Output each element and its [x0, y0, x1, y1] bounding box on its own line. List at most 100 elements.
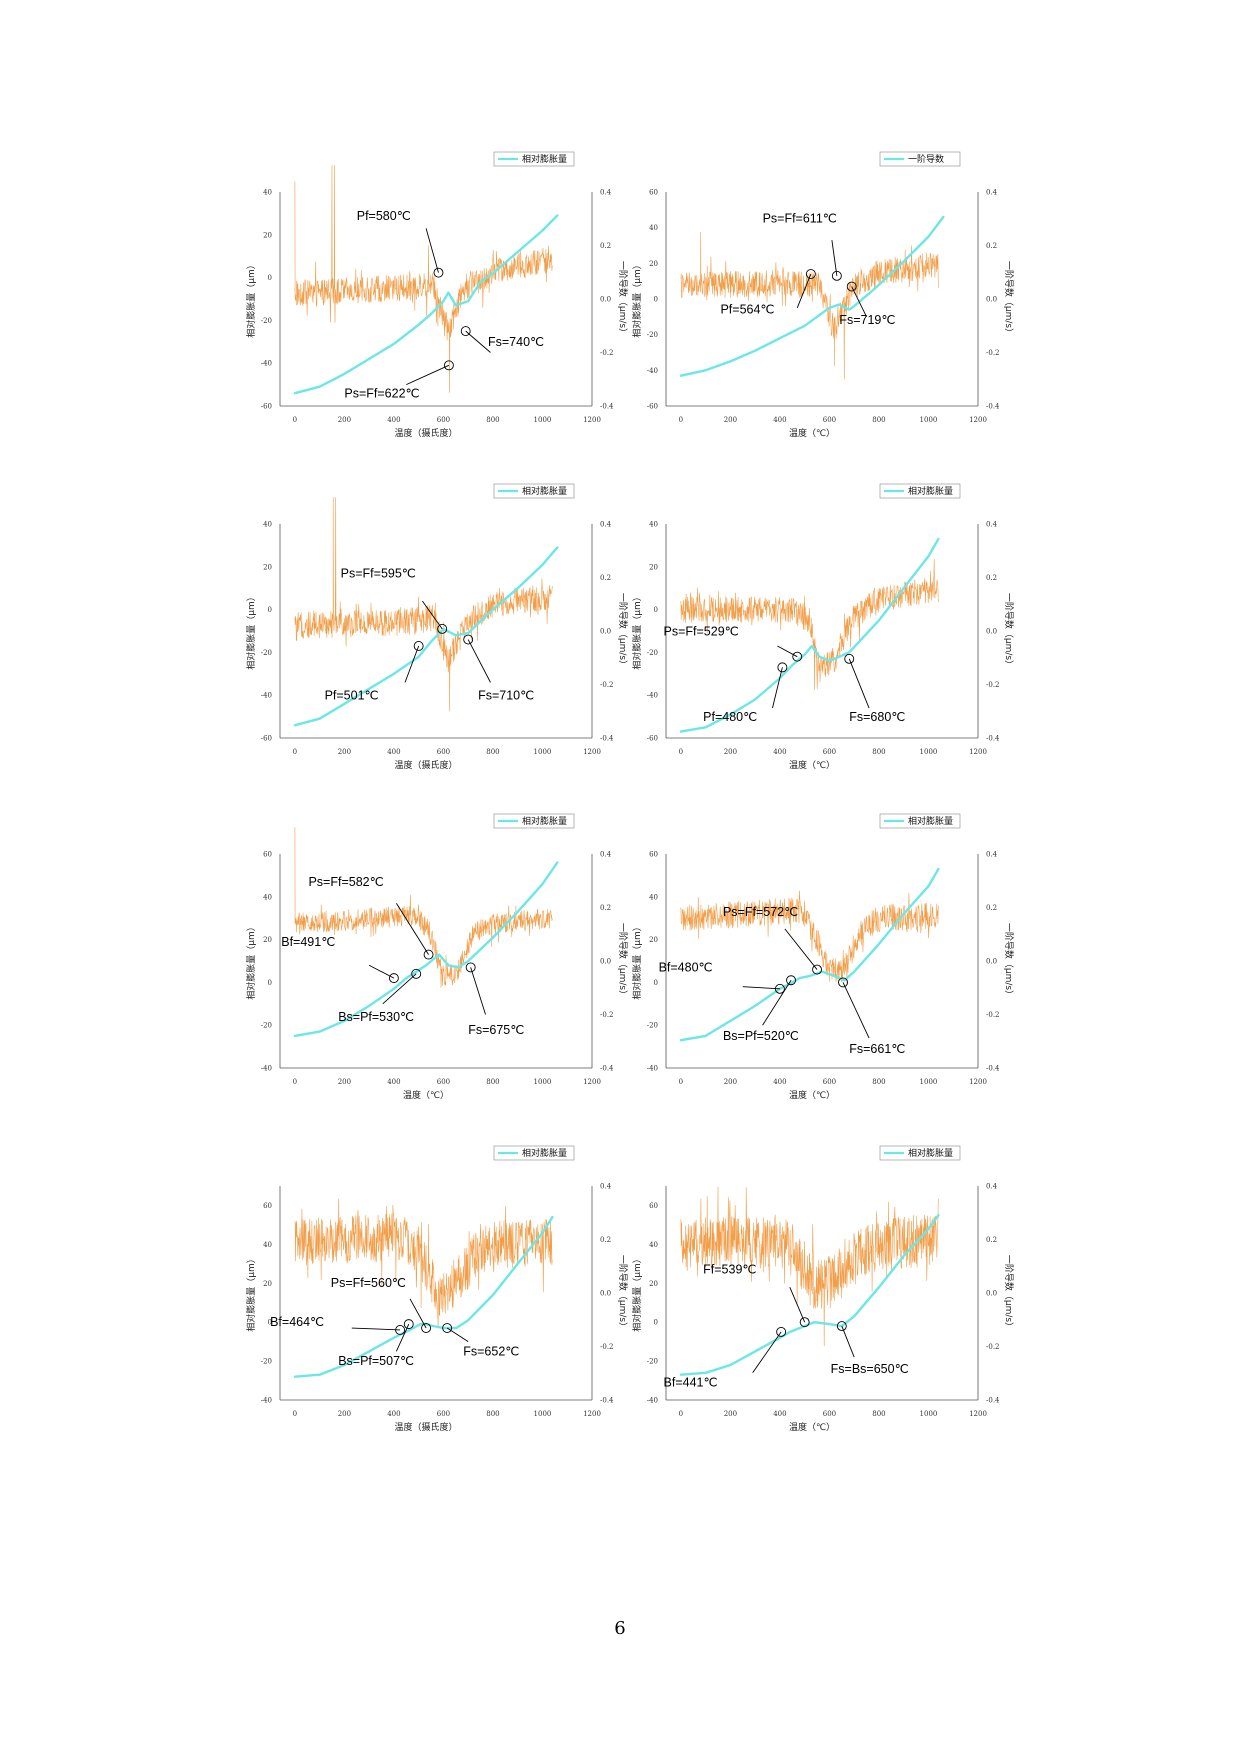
x-tick-label: 1000	[534, 1410, 552, 1418]
point-marker	[421, 1323, 432, 1333]
x-tick-label: 200	[338, 748, 351, 756]
y-right-axis-title: 一阶导数（μm/s）	[617, 593, 629, 669]
leader-line	[395, 1323, 410, 1352]
x-axis-title: 温度（℃）	[789, 1089, 835, 1101]
x-tick-label: 1000	[920, 748, 938, 756]
point-marker	[777, 662, 788, 673]
leader-line	[446, 1327, 469, 1343]
derivative-series-line	[680, 232, 939, 380]
x-tick-label: 200	[724, 1410, 737, 1418]
x-tick-label: 200	[724, 1078, 737, 1086]
annotation-label: Fs=675℃	[468, 1023, 524, 1037]
legend-label: 相对膨胀量	[522, 153, 567, 165]
y-right-tick-label: -0.2	[986, 349, 1000, 357]
legend: 相对膨胀量	[879, 483, 961, 499]
leader-line	[467, 639, 491, 683]
legend-box	[493, 813, 575, 829]
point-marker	[805, 269, 816, 279]
y-right-tick-label: -0.2	[600, 349, 614, 357]
x-tick-label: 800	[486, 748, 499, 756]
leader-line	[848, 658, 870, 709]
transformation-point-annotation: Bs=Pf=520℃	[723, 975, 799, 1043]
x-tick-label: 200	[338, 1078, 351, 1086]
chart-panel-g: 0 200 400 600 800 1000 1200 -40 -20 0 20 40 60 -0.4 -0…	[236, 1145, 636, 1452]
x-axis-title: 温度（摄氏度）	[394, 427, 457, 439]
annotation-label: Fs=652℃	[463, 1344, 519, 1358]
y-left-tick-label: 40	[649, 521, 658, 529]
chart-svg: 0 200 400 600 800 1000 1200 -40 -20 0 20 40 60 -0.4 -0…	[245, 1145, 629, 1433]
annotation-label: Bs=Pf=507℃	[338, 1354, 414, 1368]
chart-panel-c: 0 200 400 600 800 1000 1200 -60 -40 -20 0 20 40 -0.4 -…	[236, 483, 636, 790]
transformation-point-annotation: Pf=501℃	[325, 641, 424, 702]
y-right-tick-label: -0.2	[986, 1343, 1000, 1351]
legend-label: 相对膨胀量	[908, 1147, 953, 1159]
leader-line	[851, 286, 867, 318]
transformation-point-annotation: Bs=Pf=530℃	[338, 968, 422, 1024]
y-right-tick-label: -0.4	[600, 1397, 614, 1405]
point-marker	[443, 360, 454, 371]
annotation-label: Pf=580℃	[357, 209, 411, 223]
derivative-series-line	[294, 165, 553, 393]
x-tick-label: 1000	[534, 748, 552, 756]
y-right-tick-label: -0.2	[600, 1343, 614, 1351]
expansion-series-line	[293, 861, 559, 1038]
y-left-tick-label: 40	[649, 1241, 658, 1249]
legend-label: 相对膨胀量	[522, 815, 567, 827]
leader-line	[470, 967, 486, 1015]
x-tick-label: 400	[387, 1410, 400, 1418]
y-right-tick-label: 0.4	[600, 851, 612, 859]
y-left-axis-title: 相对膨胀量（μm）	[245, 260, 257, 338]
y-left-tick-label: 20	[649, 1280, 658, 1288]
point-marker	[792, 651, 803, 662]
x-tick-label: 1200	[969, 1078, 987, 1086]
x-axis-title: 温度（℃）	[789, 759, 835, 771]
annotation-label: Pf=480℃	[703, 710, 757, 724]
y-left-tick-label: -40	[261, 1065, 272, 1073]
y-left-tick-label: 0	[654, 1319, 658, 1327]
annotation-label: Bf=441℃	[664, 1375, 718, 1389]
y-right-tick-label: 0.4	[986, 1183, 998, 1191]
y-right-axis-title: 一阶导数（μm/s）	[1003, 1255, 1015, 1331]
point-marker	[411, 968, 422, 979]
transformation-point-annotation: Ff=539℃	[703, 1263, 810, 1328]
x-tick-label: 400	[773, 748, 786, 756]
annotation-label: Ps=Ff=622℃	[344, 386, 419, 400]
chart-svg: 0 200 400 600 800 1000 1200 -60 -40 -20 0 20 40 -0.4 -…	[631, 483, 1015, 771]
point-marker	[460, 326, 471, 337]
x-tick-label: 400	[387, 416, 400, 424]
chart-svg: 0 200 400 600 800 1000 1200 -60 -40 -20 0 20 40 -0.4 -…	[245, 151, 629, 439]
y-left-tick-label: -20	[261, 317, 272, 325]
x-tick-label: 1000	[534, 1078, 552, 1086]
y-left-tick-label: 60	[263, 1202, 272, 1210]
derivative-series-line	[294, 827, 553, 988]
y-left-tick-label: -40	[647, 1065, 658, 1073]
y-left-tick-label: 40	[263, 521, 272, 529]
x-tick-label: 200	[724, 748, 737, 756]
y-left-tick-label: 20	[649, 260, 658, 268]
y-left-tick-label: 40	[263, 893, 272, 901]
annotation-label: Pf=564℃	[720, 302, 774, 316]
leader-line	[789, 1286, 806, 1323]
y-right-tick-label: 0.2	[986, 574, 997, 582]
y-left-tick-label: -60	[647, 735, 658, 743]
expansion-series-line	[679, 867, 940, 1042]
x-tick-label: 1200	[583, 416, 601, 424]
x-tick-label: 600	[823, 1410, 836, 1418]
chart-panel-e: 0 200 400 600 800 1000 1200 -40 -20 0 20 40 60 -0.4 -0…	[236, 813, 636, 1120]
x-tick-label: 1000	[920, 1410, 938, 1418]
y-left-tick-label: 60	[649, 1202, 658, 1210]
derivative-series-line	[680, 890, 939, 984]
y-left-tick-label: 60	[649, 851, 658, 859]
transformation-point-annotation: Fs=740℃	[460, 326, 544, 353]
y-left-tick-label: -60	[261, 735, 272, 743]
legend-box	[879, 813, 961, 829]
y-left-tick-label: -20	[261, 1022, 272, 1030]
point-marker	[442, 1323, 453, 1333]
transformation-point-annotation: Pf=480℃	[703, 662, 788, 724]
page-number: 6	[614, 1618, 626, 1639]
y-right-tick-label: 0.4	[986, 189, 998, 197]
point-marker	[786, 975, 796, 986]
chart-svg: 0 200 400 600 800 1000 1200 -40 -20 0 20 40 60 -0.4 -0…	[245, 813, 629, 1101]
annotation-label: Bf=464℃	[270, 1315, 324, 1329]
legend-box	[879, 1145, 961, 1161]
